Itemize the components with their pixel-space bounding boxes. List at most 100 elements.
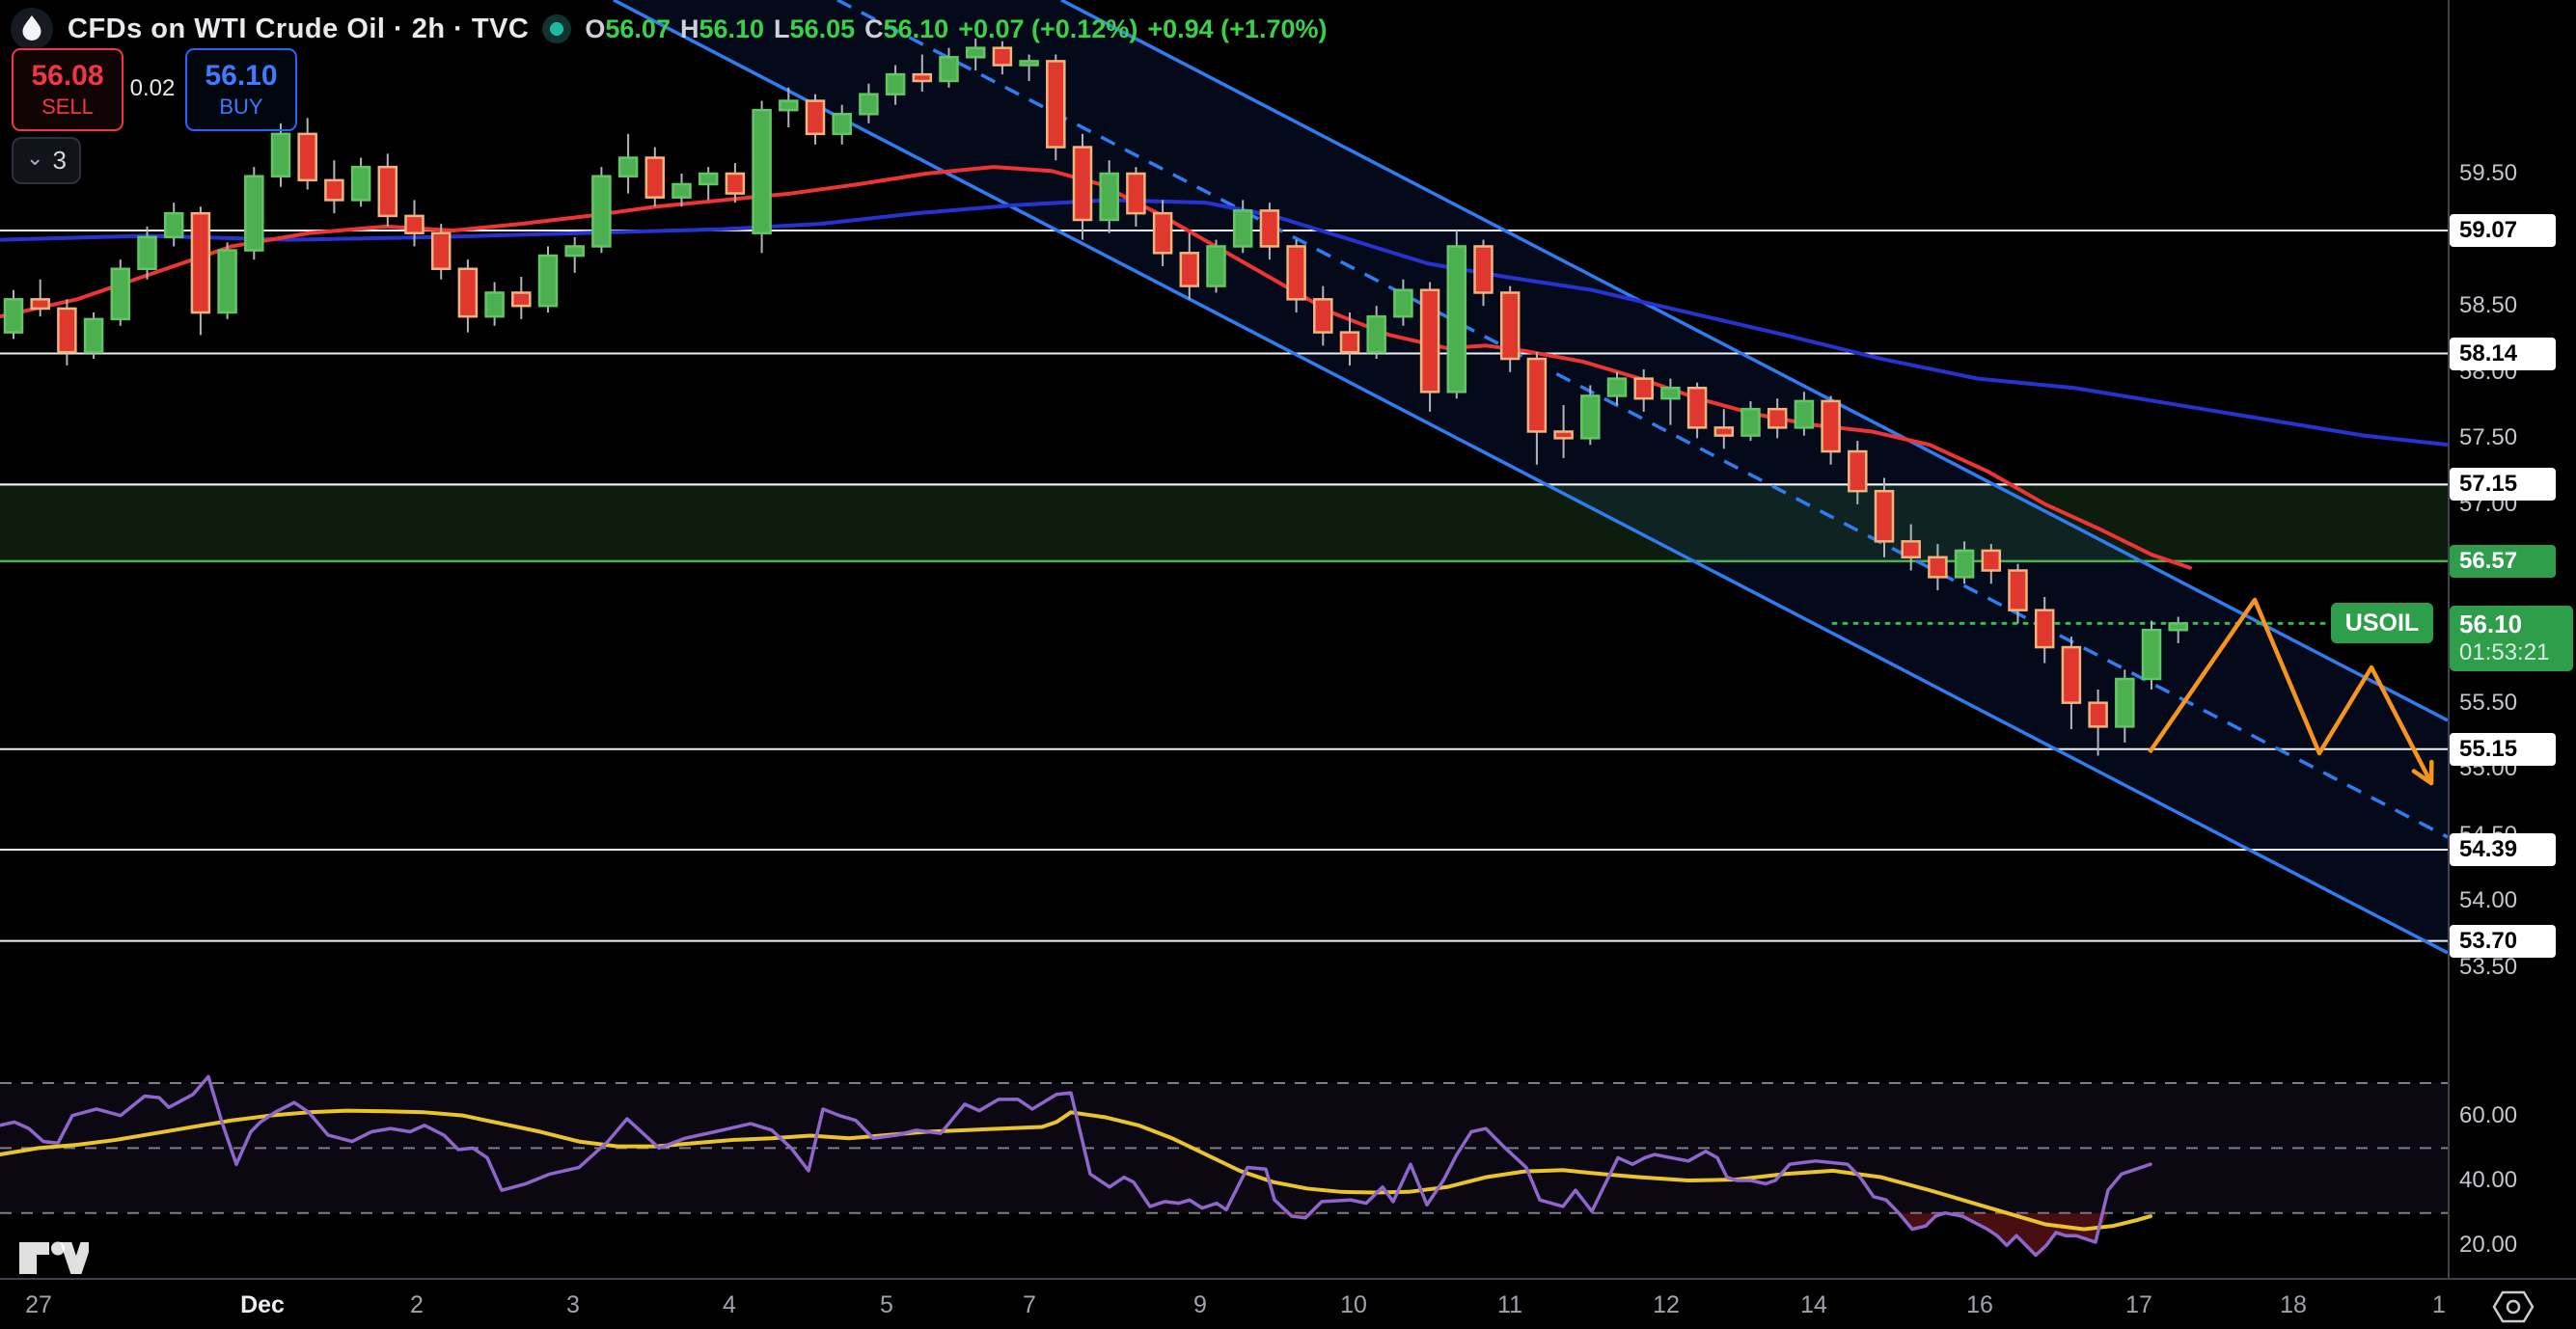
candle-up [564,245,585,258]
price-axis[interactable]: 59.5059.0058.5058.0057.5057.0056.5055.50… [2448,0,2576,1278]
time-tick-label: 18 [2280,1291,2307,1318]
candle-up [1740,407,1761,437]
candle-up [270,132,291,177]
rsi-ma-line [0,1108,2152,1232]
candle-up [779,99,799,112]
candle-down [1526,357,1548,433]
object-count: 3 [52,146,67,175]
candle-down [1928,556,1948,579]
candle-up [2168,622,2188,632]
price-level-label: 53.70 [2450,924,2556,958]
time-tick-label: 16 [1966,1291,1993,1318]
candles-layer [3,39,2188,756]
candle-up [110,267,131,321]
candle-down [30,298,50,311]
projection-zigzag [2148,597,2433,785]
time-tick-label: 10 [1340,1291,1367,1318]
candle-down [805,99,826,136]
candle-down [912,72,933,83]
candle-down [430,231,452,271]
candle-up [244,175,264,252]
candle-down [1152,211,1173,255]
candle-down [2061,645,2082,704]
price-level-label: 59.07 [2450,213,2556,247]
time-tick-label: 9 [1193,1291,1207,1318]
candle-down [511,291,532,308]
tradingview-logo[interactable] [17,1236,89,1281]
candle-up [1580,394,1601,440]
time-axis[interactable]: 27 Dec 2 3 4 5 7 9 10 11 12 14 16 17 18 1 [0,1278,2576,1329]
candle-down [1767,407,1788,429]
time-tick-label: 3 [566,1291,580,1318]
market-status-icon[interactable] [542,14,572,43]
time-tick-label: 17 [2125,1291,2152,1318]
rsi-tick: 60.00 [2459,1101,2518,1128]
channel-upper-line [1060,0,2448,722]
time-tick-label: 5 [880,1291,893,1318]
rsi-tick: 40.00 [2459,1167,2518,1194]
time-tick-label: 2 [410,1291,424,1318]
candle-down [1821,399,1841,453]
candle-down [1286,245,1306,301]
candle-up [698,172,719,186]
candle-up [537,254,559,308]
change-value: +0.07 (+0.12%) [958,14,1138,43]
candle-down [2088,701,2108,728]
price-level-label: 57.15 [2450,468,2556,502]
candle-down [2034,609,2055,649]
candle-up [1606,377,1628,397]
candle-down [404,214,425,234]
object-tree-button[interactable]: ⌄ 3 [12,137,81,184]
candle-up [137,235,157,271]
current-price-label[interactable]: 56.10 01:53:21 [2450,606,2573,671]
price-level-label: 55.15 [2450,732,2556,766]
sell-label: SELL [41,95,94,119]
candle-down [1313,298,1333,334]
ohlc-readout: O56.07 H56.10 L56.05 C56.10 +0.07 (+0.12… [585,14,1328,43]
candle-down [1419,288,1440,393]
buy-label: BUY [219,95,263,119]
candle-down [1126,172,1146,215]
timezone-settings-icon[interactable] [2489,1287,2537,1327]
candle-down [1874,489,1895,543]
candle-up [83,317,104,354]
candle-down [1553,430,1574,440]
sell-button[interactable]: 56.08 SELL [12,48,123,131]
candle-down [57,307,77,354]
candle-down [1901,540,1921,559]
symbol-price-tag[interactable]: USOIL [2331,603,2433,644]
candle-up [217,249,237,314]
candle-down [1046,60,1066,149]
current-price-value: 56.10 [2459,610,2523,639]
candle-up [2141,628,2162,681]
candle-up [1232,209,1253,248]
supply-zone [0,484,2448,561]
candle-up [3,298,24,334]
time-tick-label: 1 [2432,1291,2446,1318]
candle-down [1072,146,1093,222]
time-tick-label: 4 [723,1291,736,1318]
ma-blue-line [0,198,2448,448]
spread-value: 0.02 [129,75,176,101]
buy-button[interactable]: 56.10 BUY [185,48,297,131]
rsi-oversold-fill [0,1212,2151,1256]
chart-layers [0,0,2448,1258]
candle-down [377,165,398,218]
candle-down [324,178,344,202]
candle-up [752,108,772,234]
symbol-title[interactable]: CFDs on WTI Crude Oil · 2h · TVC [68,13,530,44]
price-tick: 58.50 [2459,292,2518,319]
price-tick: 54.00 [2459,887,2518,914]
candle-down [992,46,1013,67]
time-tick-label: Dec [240,1291,285,1318]
candle-up [885,72,906,95]
candle-down [1339,331,1360,354]
candle-down [644,156,666,199]
candle-down [1633,377,1654,400]
candle-up [1794,399,1815,429]
time-tick-label: 27 [25,1291,52,1318]
candle-up [1099,172,1119,222]
price-level-label: 58.14 [2450,337,2556,370]
candle-up [939,56,959,83]
